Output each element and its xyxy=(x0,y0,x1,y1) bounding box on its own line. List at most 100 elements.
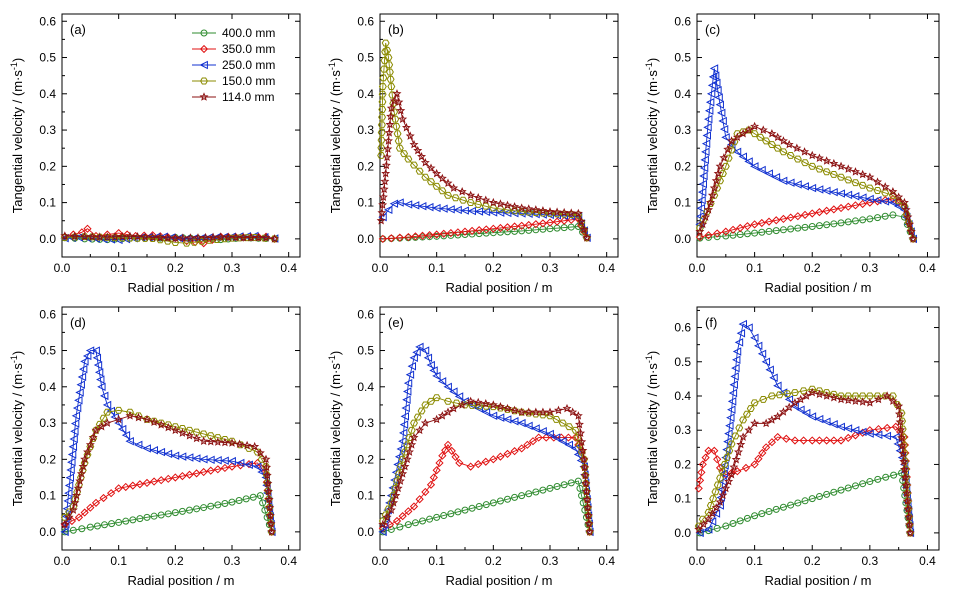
data-point xyxy=(750,399,759,407)
data-point xyxy=(379,74,388,82)
data-point xyxy=(790,436,800,445)
data-point xyxy=(891,422,900,431)
data-point xyxy=(764,217,774,226)
data-point xyxy=(794,499,802,507)
data-point xyxy=(404,155,413,163)
data-point xyxy=(184,453,194,462)
y-tick-label: 0.0 xyxy=(357,525,374,539)
y-tick-label: 0.0 xyxy=(674,232,691,246)
panel-label: (c) xyxy=(705,22,720,37)
data-point xyxy=(728,388,738,398)
data-point xyxy=(186,506,193,514)
data-point xyxy=(765,365,774,374)
data-point xyxy=(705,98,715,107)
data-point xyxy=(705,233,713,241)
data-point xyxy=(157,511,165,519)
data-point xyxy=(199,467,208,477)
data-point xyxy=(199,430,208,438)
data-point xyxy=(724,429,733,438)
data-point xyxy=(102,232,112,241)
data-point xyxy=(82,351,92,361)
x-tick-label: 0.4 xyxy=(919,554,936,568)
data-point xyxy=(558,436,567,446)
data-point xyxy=(736,439,746,449)
y-tick-label: 0.4 xyxy=(39,380,56,394)
data-point xyxy=(242,495,250,503)
data-point xyxy=(379,65,388,73)
data-point xyxy=(724,476,734,486)
data-point xyxy=(794,224,802,232)
data-point xyxy=(125,231,135,241)
data-point xyxy=(743,230,751,238)
y-tick-label: 0.3 xyxy=(674,123,691,137)
data-point xyxy=(851,482,859,490)
data-point xyxy=(65,473,75,482)
data-point xyxy=(452,399,461,407)
data-point xyxy=(150,512,158,520)
data-point xyxy=(399,420,409,429)
data-point xyxy=(759,395,768,403)
data-point xyxy=(449,183,459,192)
data-point xyxy=(457,187,467,196)
data-point xyxy=(851,201,860,210)
data-point xyxy=(395,144,404,152)
data-point xyxy=(741,463,751,472)
series-114-0-mm xyxy=(378,396,595,536)
x-tick-label: 0.1 xyxy=(428,554,445,568)
data-point xyxy=(396,106,406,115)
data-point xyxy=(716,108,726,118)
data-point xyxy=(899,456,909,466)
data-point xyxy=(83,224,92,233)
data-point xyxy=(427,397,435,405)
data-point xyxy=(865,172,875,182)
data-point xyxy=(545,407,555,416)
data-point xyxy=(762,137,771,145)
data-point xyxy=(843,395,853,405)
data-point xyxy=(503,200,512,210)
data-point xyxy=(800,182,809,191)
data-point xyxy=(405,131,415,140)
x-tick-label: 0.3 xyxy=(862,554,879,568)
data-point xyxy=(262,462,272,472)
data-point xyxy=(192,433,202,443)
data-point xyxy=(583,502,593,512)
data-point xyxy=(702,131,711,140)
data-point xyxy=(122,517,130,525)
data-point xyxy=(384,128,394,137)
data-point xyxy=(874,394,883,404)
data-point xyxy=(704,205,713,214)
data-point xyxy=(896,425,906,434)
data-point xyxy=(80,231,90,241)
data-point xyxy=(378,519,388,529)
series-line xyxy=(64,495,273,533)
y-tick-label: 0.2 xyxy=(357,159,374,173)
data-point xyxy=(444,191,452,199)
data-point xyxy=(75,388,84,397)
data-point xyxy=(528,437,538,446)
x-tick-label: 0.1 xyxy=(428,261,445,275)
y-tick-label: 0.4 xyxy=(674,389,691,403)
data-point xyxy=(851,431,860,440)
x-tick-label: 0.1 xyxy=(110,554,127,568)
data-point xyxy=(482,225,491,234)
data-point xyxy=(213,437,223,446)
data-point xyxy=(744,157,753,166)
data-point xyxy=(455,458,464,468)
data-point xyxy=(822,186,831,196)
data-point xyxy=(264,494,274,504)
data-point xyxy=(843,190,853,200)
y-tick-label: 0.6 xyxy=(357,14,374,28)
data-point xyxy=(266,519,276,528)
data-point xyxy=(420,346,430,355)
data-point xyxy=(91,346,100,355)
data-point xyxy=(474,207,484,216)
data-point xyxy=(60,519,70,529)
data-point xyxy=(156,420,166,429)
data-point xyxy=(220,437,230,447)
data-point xyxy=(421,173,430,181)
data-point xyxy=(779,226,787,234)
data-point xyxy=(121,430,131,440)
data-point xyxy=(807,150,817,160)
data-point xyxy=(578,492,586,500)
data-point xyxy=(482,501,490,509)
